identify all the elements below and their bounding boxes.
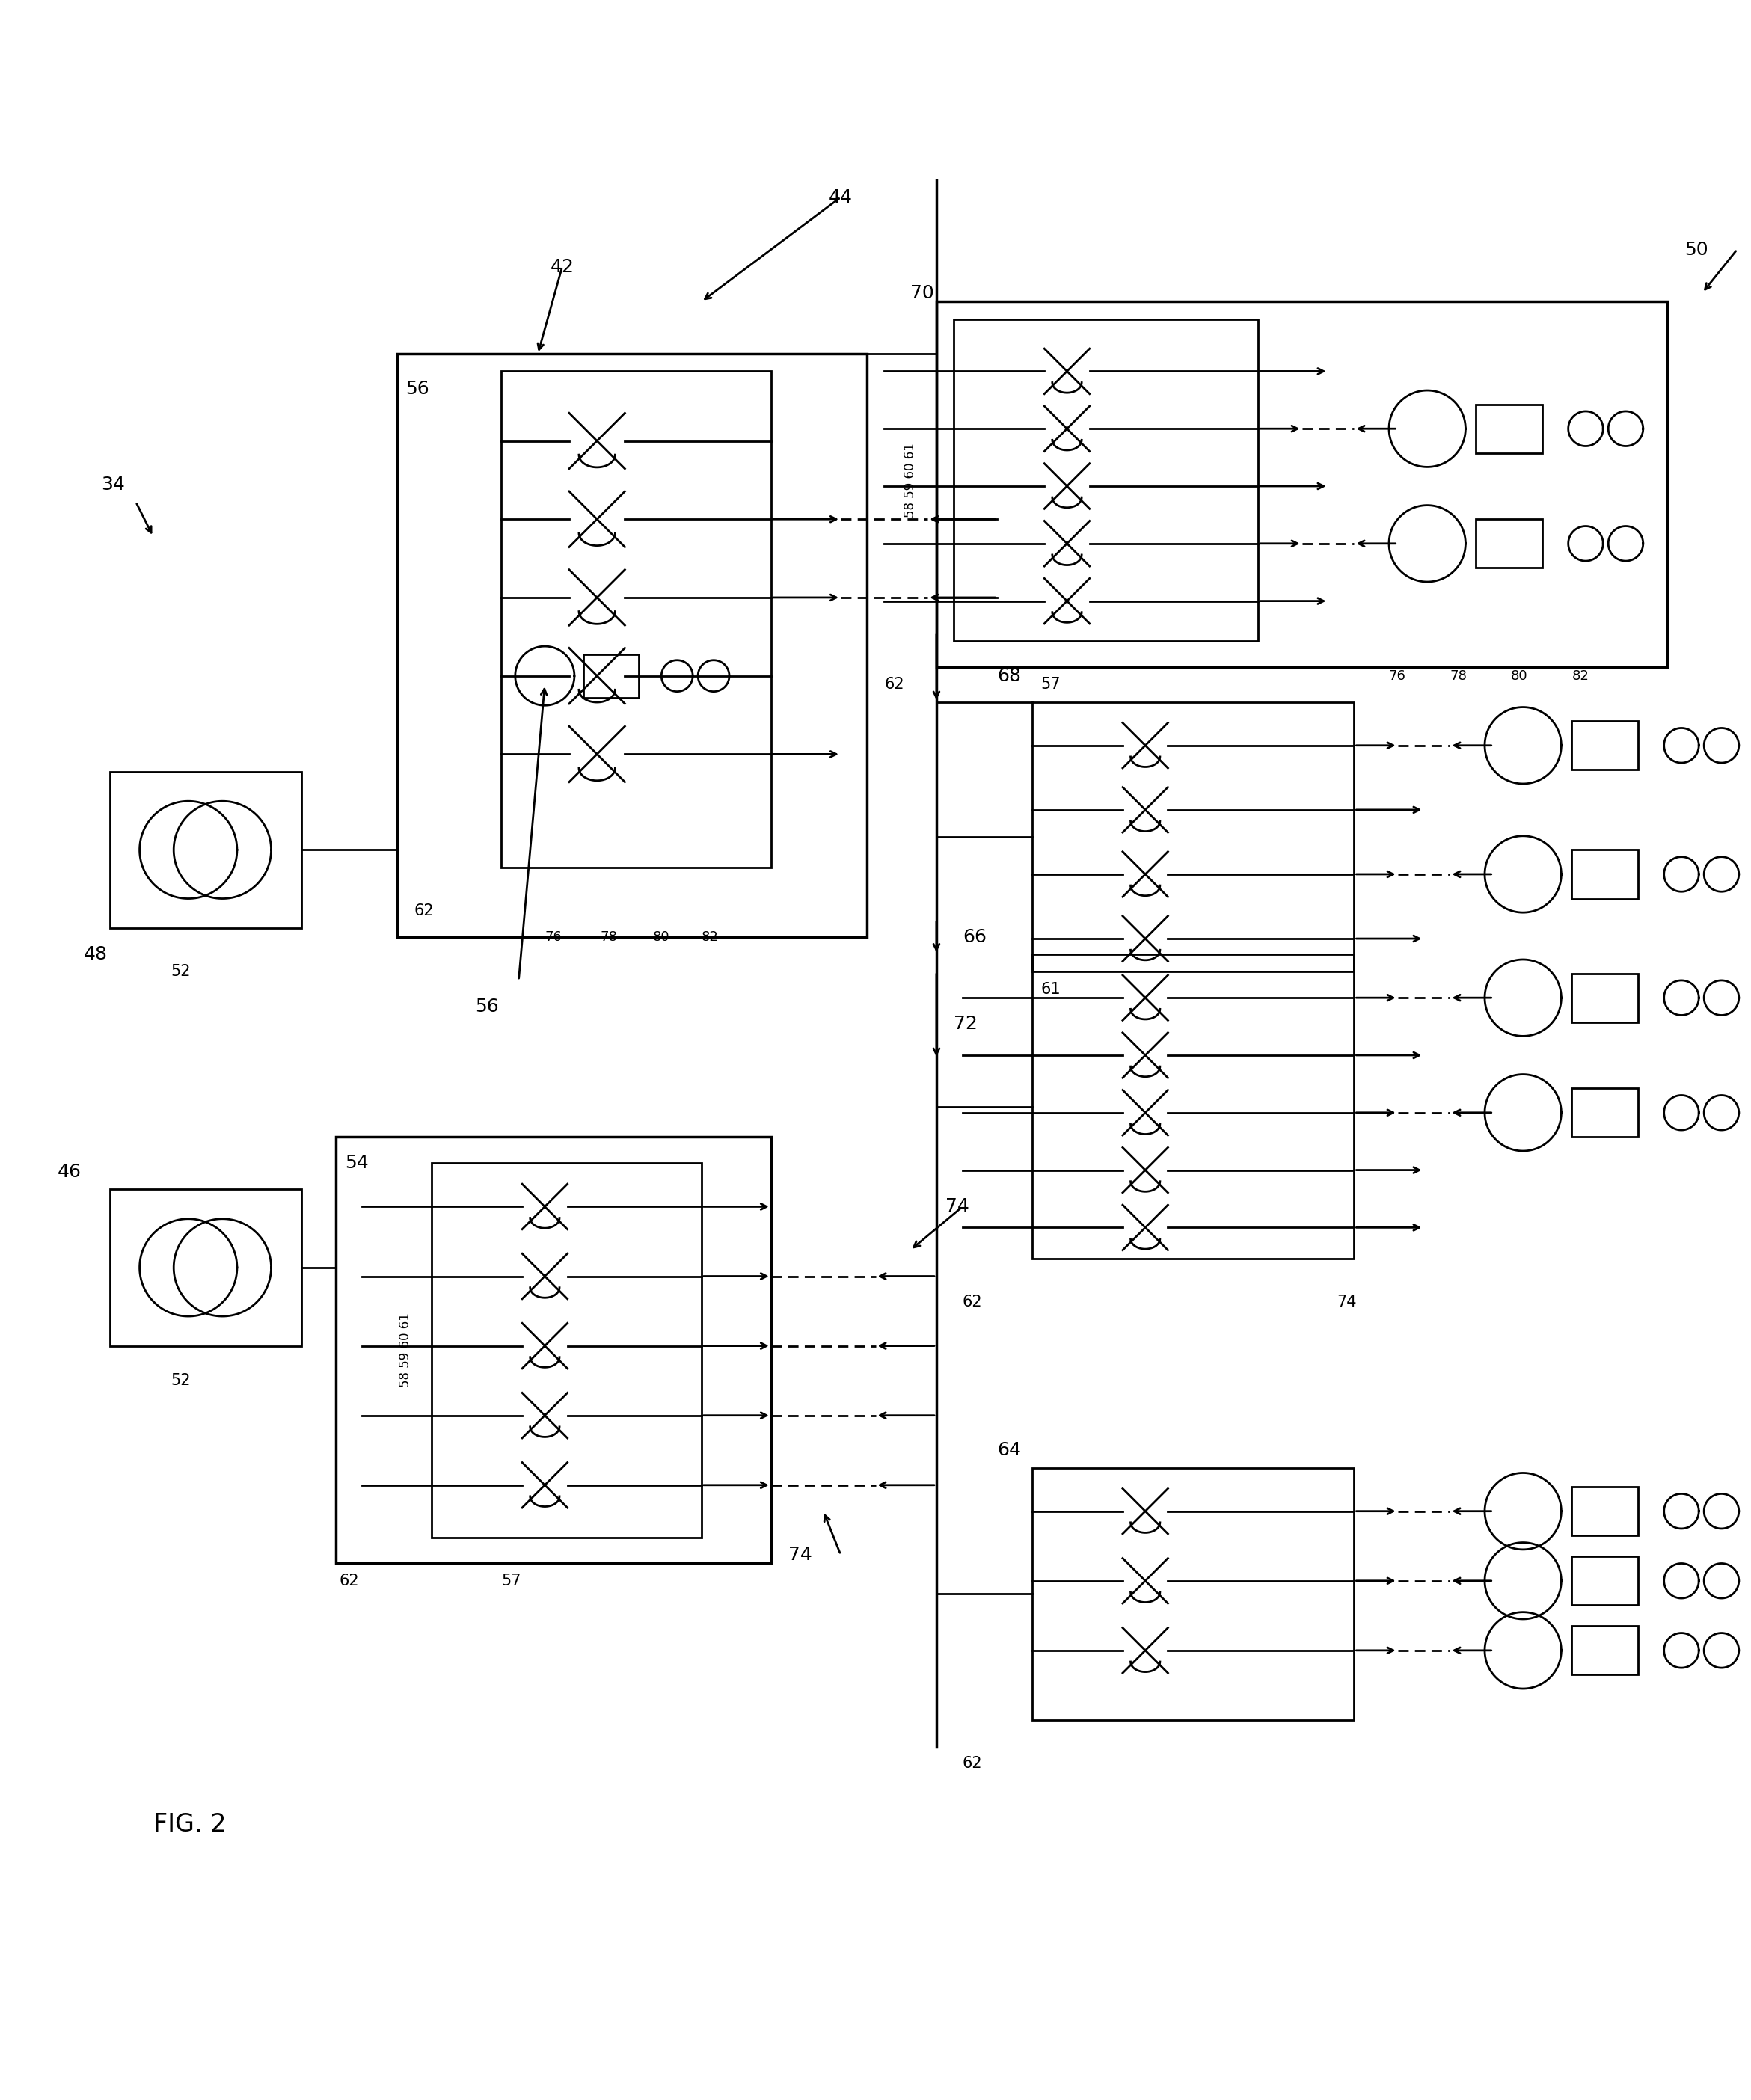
Bar <box>1572 1556 1637 1604</box>
Text: 52: 52 <box>170 964 191 979</box>
Text: FIG. 2: FIG. 2 <box>152 1812 226 1838</box>
Bar <box>501 372 770 867</box>
Text: 74: 74 <box>788 1546 812 1564</box>
Text: 62: 62 <box>415 903 434 918</box>
Text: 70: 70 <box>911 284 933 302</box>
Bar <box>1572 1625 1637 1676</box>
Bar <box>937 302 1667 668</box>
Text: 80: 80 <box>653 930 669 943</box>
Text: 82: 82 <box>702 930 718 943</box>
Bar <box>1031 1468 1354 1720</box>
Text: 54: 54 <box>345 1155 368 1172</box>
Bar <box>1572 850 1637 899</box>
Text: 57: 57 <box>501 1573 522 1588</box>
Text: 42: 42 <box>550 258 574 275</box>
Bar <box>583 653 639 697</box>
Text: 58 59 60 61: 58 59 60 61 <box>904 443 918 517</box>
Text: 57: 57 <box>1040 676 1061 693</box>
Text: 68: 68 <box>998 668 1021 685</box>
Text: 64: 64 <box>998 1441 1021 1460</box>
Text: 44: 44 <box>828 189 853 206</box>
Text: 66: 66 <box>963 928 986 945</box>
Text: 76: 76 <box>545 930 562 943</box>
Text: 50: 50 <box>1684 242 1709 258</box>
Text: 52: 52 <box>170 1373 191 1388</box>
Bar <box>1476 405 1543 454</box>
Text: 56: 56 <box>475 998 499 1016</box>
Text: 62: 62 <box>884 676 904 693</box>
Text: 76: 76 <box>1389 670 1406 683</box>
Bar <box>1572 720 1637 771</box>
Bar <box>954 319 1259 640</box>
Text: 58 59 60 61: 58 59 60 61 <box>399 1312 411 1388</box>
Text: 34: 34 <box>102 475 124 494</box>
Bar <box>110 1189 301 1346</box>
Bar <box>110 771 301 928</box>
Text: 62: 62 <box>340 1573 359 1588</box>
Text: 74: 74 <box>946 1197 968 1216</box>
Text: 62: 62 <box>963 1756 982 1770</box>
Bar <box>336 1136 770 1562</box>
Text: 80: 80 <box>1511 670 1527 683</box>
Text: 72: 72 <box>954 1014 977 1033</box>
Text: 46: 46 <box>58 1163 81 1180</box>
Text: 61: 61 <box>1040 981 1061 998</box>
Bar <box>1572 974 1637 1023</box>
Bar <box>1572 1088 1637 1136</box>
Text: 78: 78 <box>1450 670 1467 683</box>
Text: 74: 74 <box>1336 1296 1357 1310</box>
Bar <box>1031 701 1354 972</box>
Bar <box>432 1163 702 1537</box>
Text: 62: 62 <box>963 1296 982 1310</box>
Bar <box>397 355 867 937</box>
Text: 82: 82 <box>1572 670 1588 683</box>
Text: 48: 48 <box>84 945 107 964</box>
Bar <box>1031 953 1354 1258</box>
Text: 56: 56 <box>406 380 429 397</box>
Bar <box>1572 1487 1637 1535</box>
Text: 78: 78 <box>601 930 618 943</box>
Bar <box>1476 519 1543 567</box>
